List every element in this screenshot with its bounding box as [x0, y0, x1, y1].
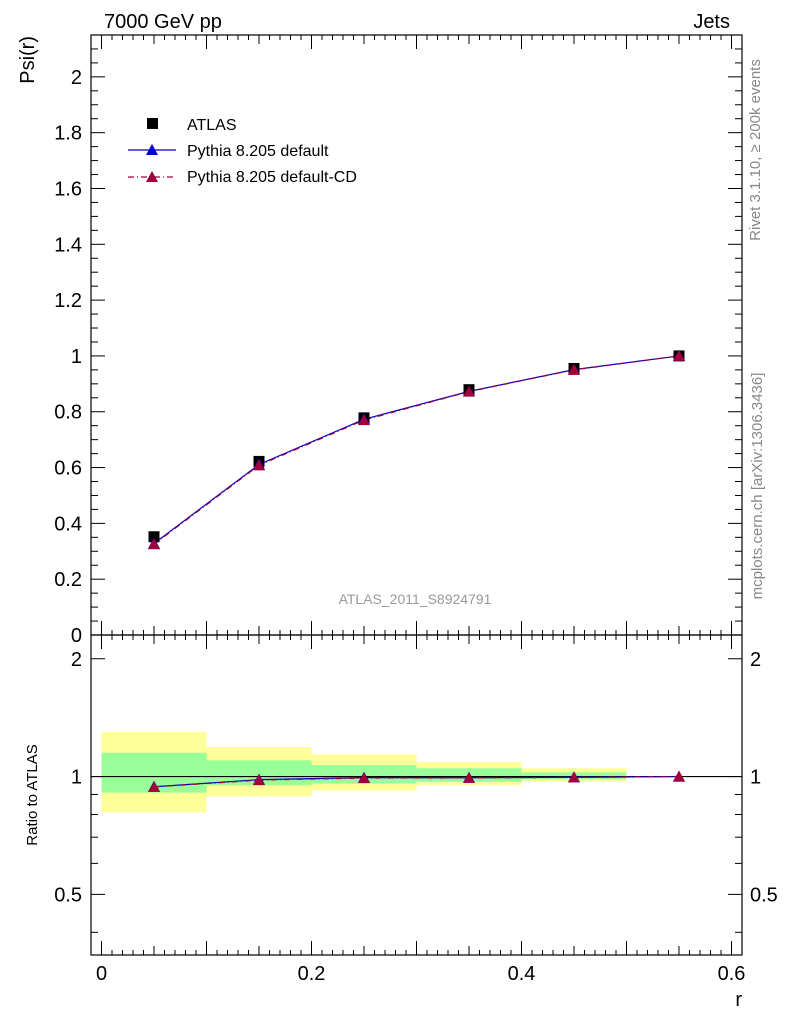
y-tick-label: 1: [71, 346, 82, 368]
ratio-ylabel: Ratio to ATLAS: [24, 744, 41, 845]
ratio-panel-layer: [91, 731, 742, 813]
header-left: 7000 GeV pp: [104, 11, 222, 33]
x-tick-label: 0.6: [718, 963, 746, 985]
legend-marker-atlas: [147, 118, 158, 129]
header-right: Jets: [693, 11, 730, 33]
series-line-pythia-default: [153, 355, 680, 544]
ratio-point-pythia-cd: [463, 771, 475, 783]
x-tick-label: 0: [96, 963, 107, 985]
data-point-pythia-cd: [568, 363, 580, 375]
y-tick-label: 0.4: [54, 513, 82, 535]
legend-marker-pythia-cd: [146, 171, 158, 182]
ratio-y-tick-label: 1: [71, 767, 82, 789]
analysis-annotation: ATLAS_2011_S8924791: [339, 591, 492, 607]
legend: ATLAS Pythia 8.205 default Pythia 8.205 …: [128, 117, 357, 186]
y-tick-label: 0.8: [54, 402, 82, 424]
rivet-label: Rivet 3.1.10, ≥ 200k events: [747, 59, 764, 241]
ratio-point-pythia-cd: [358, 772, 370, 784]
ratio-y-tick-label-right: 2: [750, 649, 761, 671]
y-tick-label: 2: [71, 67, 82, 89]
legend-marker-pythia-default: [146, 144, 158, 155]
axis-ticks: 0 0.2 0.4 0.6 0 0.2 0.4 0.6 0.8 1 1.2 1.4 1.6 1.8 2 0.5…: [54, 35, 778, 985]
y-tick-label: 1.2: [54, 290, 82, 312]
mcplots-label: mcplots.cern.ch [arXiv:1306.3436]: [749, 373, 766, 600]
ratio-point-pythia-cd: [253, 774, 265, 786]
ratio-y-tick-label: 2: [71, 649, 82, 671]
legend-label-atlas: ATLAS: [187, 117, 237, 134]
data-point-atlas: [148, 531, 160, 543]
ratio-y-tick-label-right: 1: [750, 767, 761, 789]
data-point-pythia-cd: [148, 538, 160, 550]
ratio-line-pythia-cd: [153, 775, 680, 788]
x-tick-label: 0.4: [508, 963, 536, 985]
data-point-pythia-cd: [463, 385, 475, 397]
x-axis-label: r: [735, 989, 742, 1011]
data-point-pythia-cd: [358, 414, 370, 426]
ratio-y-tick-label-right: 0.5: [750, 884, 778, 906]
ratio-point-pythia-cd: [568, 771, 580, 783]
ratio-point-pythia-cd: [673, 770, 685, 782]
data-point-pythia-cd: [673, 349, 685, 361]
main-ylabel: Psi(r): [17, 36, 39, 84]
x-tick-label: 0.2: [298, 963, 326, 985]
legend-label-pythia-cd: Pythia 8.205 default-CD: [187, 169, 357, 186]
legend-label-pythia-default: Pythia 8.205 default: [187, 143, 329, 160]
y-tick-label: 0: [71, 625, 82, 647]
ratio-point-pythia-cd: [148, 780, 160, 792]
data-point-pythia-cd: [253, 459, 265, 471]
y-tick-label: 0.6: [54, 458, 82, 480]
y-tick-label: 1.4: [54, 234, 82, 256]
series-line-pythia-cd: [153, 355, 680, 545]
chart-marks: [148, 349, 685, 792]
y-tick-label: 0.2: [54, 569, 82, 591]
y-tick-label: 1.8: [54, 123, 82, 145]
ratio-y-tick-label: 0.5: [54, 884, 82, 906]
y-tick-label: 1.6: [54, 178, 82, 200]
